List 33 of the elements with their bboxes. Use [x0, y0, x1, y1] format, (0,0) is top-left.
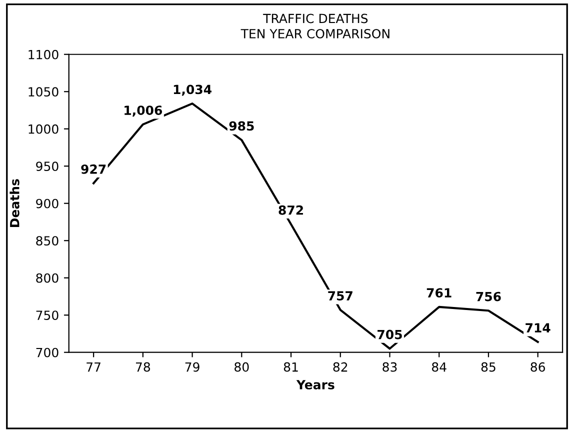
data-label: 757 — [328, 291, 352, 301]
data-label: 1,034 — [174, 84, 212, 96]
chart-title: TRAFFIC DEATHS — [263, 14, 368, 24]
x-tick-label: 84 — [432, 362, 446, 372]
y-tick-label: 700 — [36, 348, 58, 358]
data-label: 705 — [378, 330, 402, 340]
y-tick-label: 1050 — [28, 87, 58, 97]
chart-subtitle: TEN YEAR COMPARISON — [240, 28, 390, 38]
x-tick-label: 85 — [481, 362, 496, 372]
x-tick-label: 81 — [284, 362, 298, 372]
data-label: 985 — [229, 121, 254, 131]
y-tick-label: 950 — [36, 162, 58, 172]
x-tick-label: 78 — [136, 362, 150, 372]
x-tick-label: 82 — [333, 362, 348, 372]
x-axis-title: Years — [296, 380, 334, 390]
data-label: 1,006 — [124, 106, 162, 117]
x-tick-label: 77 — [86, 362, 100, 372]
y-axis-title: Deaths — [10, 179, 20, 228]
data-label: 872 — [278, 205, 303, 215]
y-tick-label: 800 — [36, 273, 58, 283]
y-tick-label: 900 — [36, 198, 58, 208]
y-tick-label: 1000 — [28, 124, 58, 134]
x-tick-label: 79 — [185, 362, 200, 372]
data-label: 927 — [81, 164, 106, 174]
x-tick-label: 80 — [234, 362, 249, 372]
x-tick-label: 83 — [382, 362, 397, 372]
data-label: 756 — [476, 292, 501, 302]
data-label: 714 — [526, 323, 550, 332]
x-tick-label: 86 — [530, 362, 546, 372]
y-tick-label: 750 — [36, 310, 58, 320]
y-tick-label: 850 — [36, 236, 58, 246]
data-label: 761 — [426, 288, 452, 298]
y-tick-label: 1100 — [28, 50, 58, 60]
